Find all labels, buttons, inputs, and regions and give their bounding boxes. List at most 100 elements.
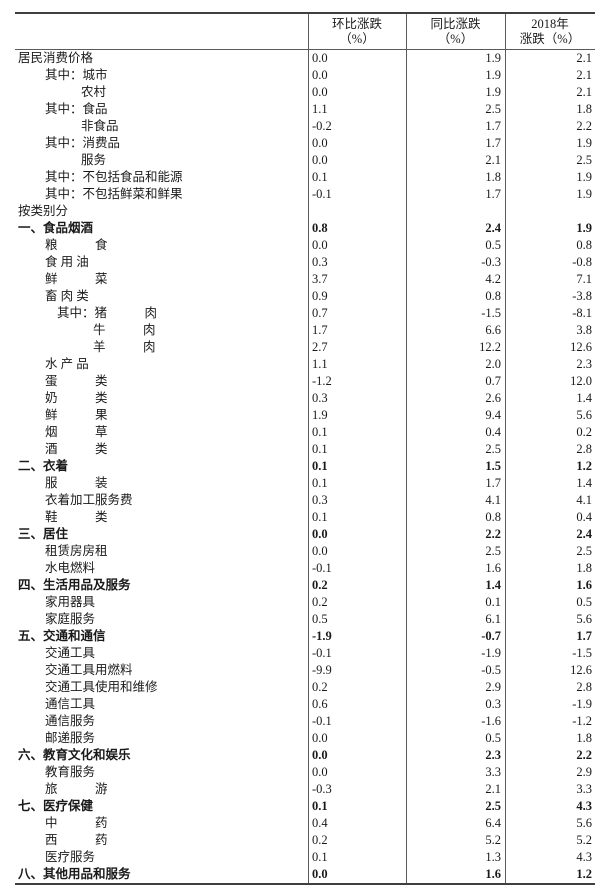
table-row: 水电燃料 -0.1 1.6 1.8 [15,560,595,577]
row-label: 西 药 [45,833,108,847]
mom-value: -1.2 [312,374,332,388]
y2018-value: 2.1 [576,68,592,82]
column-header-mom-line1: 环比涨跌 [331,17,382,31]
column-header-yoy-line2: （%） [437,32,474,46]
table-row: 畜 肉 类 0.9 0.8 -3.8 [15,288,595,305]
yoy-value: 2.5 [485,442,501,456]
yoy-value: 1.5 [485,459,501,473]
row-label: 服 装 [45,476,108,490]
table-row: 六、教育文化和娱乐 0.0 2.3 2.2 [15,747,595,764]
table-row: 鞋 类 0.1 0.8 0.4 [15,509,595,526]
mom-value: 0.1 [312,459,328,473]
row-label: 交通工具使用和维修 [45,680,158,694]
yoy-value: 0.3 [485,697,501,711]
row-label: 其中：消费品 [45,136,121,150]
table-row: 其中：不包括食品和能源 0.1 1.8 1.9 [15,169,595,186]
row-label: 邮递服务 [45,731,96,745]
y2018-value: 5.6 [576,408,592,422]
row-label: 家用器具 [45,595,96,609]
yoy-value: 1.9 [485,68,501,82]
mom-value: 0.2 [312,680,328,694]
y2018-value: 2.4 [576,527,592,541]
row-label: 中 药 [45,816,108,830]
table-row: 八、其他用品和服务 0.0 1.6 1.2 [15,866,595,883]
table-row: 服务 0.0 2.1 2.5 [15,152,595,169]
mom-value: 0.1 [312,476,328,490]
table-row: 奶 类 0.3 2.6 1.4 [15,390,595,407]
table-row: 五、交通和通信 -1.9 -0.7 1.7 [15,628,595,645]
row-label: 租赁房房租 [45,544,108,558]
y2018-value: 1.9 [576,221,592,235]
mom-value: -0.1 [312,561,332,575]
mom-value: 0.1 [312,850,328,864]
mom-value: 0.1 [312,799,328,813]
mom-value: -0.1 [312,714,332,728]
row-label: 衣着加工服务费 [45,493,133,507]
mom-value: 0.2 [312,833,328,847]
table-header: 环比涨跌 （%） 同比涨跌 （%） 2018年 涨跌（%） [15,14,595,50]
row-label: 蛋 类 [45,374,108,388]
y2018-value: 3.3 [576,782,592,796]
yoy-value: 2.6 [485,391,501,405]
y2018-value: 5.6 [576,612,592,626]
mom-value: 2.7 [312,340,328,354]
y2018-value: 1.4 [576,476,592,490]
mom-value: 0.0 [312,51,328,65]
y2018-value: 4.3 [576,799,592,813]
y2018-value: 2.5 [576,544,592,558]
yoy-value: 2.5 [485,102,501,116]
mom-value: -0.3 [312,782,332,796]
yoy-value: 0.1 [485,595,501,609]
row-label: 奶 类 [45,391,108,405]
y2018-value: 2.2 [576,748,592,762]
y2018-value: 2.1 [576,51,592,65]
y2018-value: 2.9 [576,765,592,779]
y2018-value: 0.5 [576,595,592,609]
mom-value: 1.1 [312,357,328,371]
mom-value: 0.0 [312,527,328,541]
yoy-value: 1.3 [485,850,501,864]
row-label: 三、居住 [18,527,69,541]
table-row: 交通工具用燃料 -9.9 -0.5 12.6 [15,662,595,679]
y2018-value: -3.8 [572,289,592,303]
mom-value: 0.0 [312,85,328,99]
yoy-value: 2.3 [485,748,501,762]
table-row: 羊 肉 2.7 12.2 12.6 [15,339,595,356]
table-row: 交通工具 -0.1 -1.9 -1.5 [15,645,595,662]
mom-value: -9.9 [312,663,332,677]
row-label: 通信工具 [45,697,96,711]
mom-value: 0.7 [312,306,328,320]
y2018-value: 12.6 [570,340,592,354]
yoy-value: 3.3 [485,765,501,779]
table-row: 邮递服务 0.0 0.5 1.8 [15,730,595,747]
y2018-value: 2.8 [576,680,592,694]
table-body: 居民消费价格 0.0 1.9 2.1 其中：城市 0.0 1.9 2.1 农村 … [15,50,595,883]
column-divider-2 [406,14,407,883]
row-label: 粮 食 [45,238,108,252]
table-row: 衣着加工服务费 0.3 4.1 4.1 [15,492,595,509]
mom-value: 0.3 [312,391,328,405]
y2018-value: 1.2 [576,459,592,473]
row-label: 畜 肉 类 [45,289,89,303]
mom-value: 1.1 [312,102,328,116]
y2018-value: 1.8 [576,731,592,745]
table-row: 按类别分 [15,203,595,220]
yoy-value: 1.4 [485,578,501,592]
yoy-value: 6.4 [485,816,501,830]
yoy-value: 0.5 [485,238,501,252]
table-row: 其中：城市 0.0 1.9 2.1 [15,67,595,84]
column-divider-3 [505,14,506,883]
table-row: 四、生活用品及服务 0.2 1.4 1.6 [15,577,595,594]
mom-value: 0.0 [312,765,328,779]
table-row: 粮 食 0.0 0.5 0.8 [15,237,595,254]
mom-value: 0.1 [312,510,328,524]
table-row: 水 产 品 1.1 2.0 2.3 [15,356,595,373]
mom-value: 0.0 [312,153,328,167]
y2018-value: -1.2 [572,714,592,728]
row-label: 一、食品烟酒 [18,221,94,235]
y2018-value: 1.6 [576,578,592,592]
yoy-value: 2.9 [485,680,501,694]
table-row: 教育服务 0.0 3.3 2.9 [15,764,595,781]
table-row: 七、医疗保健 0.1 2.5 4.3 [15,798,595,815]
table-row: 蛋 类 -1.2 0.7 12.0 [15,373,595,390]
